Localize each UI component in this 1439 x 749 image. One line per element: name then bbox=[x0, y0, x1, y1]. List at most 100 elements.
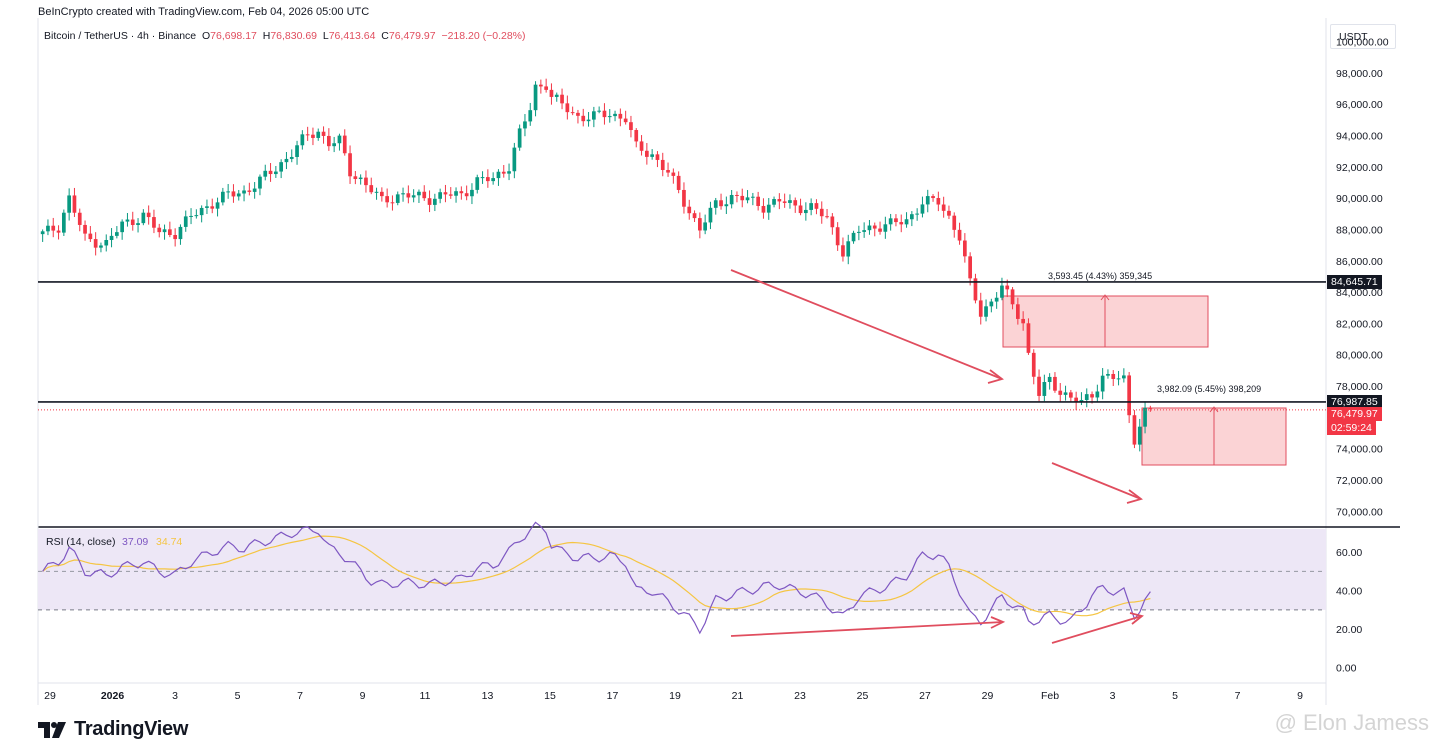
candle-body bbox=[1127, 375, 1131, 416]
rsi-band bbox=[38, 529, 1326, 610]
rsi-divergence-arrowhead-1 bbox=[990, 616, 1006, 629]
candle-body bbox=[178, 226, 183, 240]
candle-body bbox=[777, 199, 782, 202]
rsi-divergence-arrowhead-2 bbox=[1129, 612, 1144, 625]
candle-body bbox=[523, 121, 527, 129]
rsi-divergence-arrow-2[interactable] bbox=[1051, 615, 1143, 644]
open-value: 76,698.17 bbox=[210, 30, 257, 42]
candle-body bbox=[735, 194, 739, 196]
time-tick-label: 29 bbox=[982, 690, 994, 702]
candle-body bbox=[941, 204, 946, 211]
candle-body bbox=[77, 212, 82, 225]
rsi-divergence-arrow-1[interactable] bbox=[730, 621, 1004, 637]
candle-body bbox=[279, 162, 283, 172]
candle-body bbox=[798, 205, 803, 214]
candle-body bbox=[809, 203, 813, 210]
candle-body bbox=[899, 222, 904, 225]
candle-body bbox=[1021, 318, 1025, 324]
candle-body bbox=[332, 143, 336, 147]
candle-body bbox=[576, 112, 580, 116]
open-label: O bbox=[201, 30, 211, 42]
time-tick-label: 11 bbox=[420, 690, 431, 702]
candle-body bbox=[729, 194, 734, 205]
time-tick-label: 27 bbox=[919, 690, 931, 702]
rsi-tick-label: 0.00 bbox=[1336, 663, 1357, 675]
rsi-label: RSI (14, close) bbox=[46, 536, 115, 548]
candle-body bbox=[602, 110, 607, 118]
low-label: L bbox=[322, 30, 329, 42]
candle-body bbox=[560, 94, 564, 104]
candle-body bbox=[904, 219, 909, 225]
candle-body bbox=[56, 230, 61, 233]
candle-body bbox=[544, 86, 548, 90]
candle-body bbox=[1000, 285, 1004, 298]
candle-body bbox=[507, 171, 511, 174]
candle-body bbox=[385, 196, 389, 203]
candle-body bbox=[756, 196, 760, 206]
candle-body bbox=[528, 110, 533, 122]
candle-body bbox=[289, 156, 294, 159]
candle-body bbox=[925, 196, 930, 205]
candle-body bbox=[1010, 289, 1015, 305]
candle-body bbox=[782, 201, 787, 203]
candle-body bbox=[51, 225, 56, 231]
candle-body bbox=[994, 297, 999, 302]
candle-body bbox=[660, 159, 665, 171]
price-tick-label: 70,000.00 bbox=[1336, 506, 1383, 518]
time-tick-label: 9 bbox=[1297, 690, 1303, 702]
candle-body bbox=[597, 110, 601, 112]
candle-body bbox=[433, 198, 437, 205]
candle-body bbox=[205, 206, 209, 208]
candle-body bbox=[268, 170, 273, 175]
time-tick-label: 5 bbox=[235, 690, 241, 702]
trend-arrow-lower[interactable] bbox=[1051, 462, 1142, 500]
currency-button[interactable]: USDT bbox=[1330, 24, 1396, 49]
candle-body bbox=[284, 158, 289, 163]
candle-body bbox=[857, 231, 861, 233]
candle-body bbox=[878, 228, 882, 232]
time-tick-label: 3 bbox=[1110, 690, 1116, 702]
candle-body bbox=[1031, 352, 1036, 377]
candle-body bbox=[1005, 285, 1010, 290]
candle-body bbox=[464, 193, 469, 197]
candle-body bbox=[486, 177, 490, 182]
candle-body bbox=[321, 131, 326, 136]
time-tick-label: 2026 bbox=[101, 690, 125, 702]
tradingview-logo[interactable]: TradingView bbox=[38, 718, 188, 741]
candlestick-series bbox=[40, 78, 1153, 452]
close-label: C bbox=[381, 30, 389, 42]
candle-body bbox=[931, 196, 935, 199]
candle-body bbox=[327, 135, 331, 147]
candle-body bbox=[258, 176, 262, 189]
candle-body bbox=[751, 196, 755, 198]
candle-body bbox=[311, 134, 315, 138]
candle-body bbox=[835, 227, 840, 246]
candle-body bbox=[517, 128, 522, 148]
candle-body bbox=[305, 134, 310, 136]
candle-body bbox=[88, 233, 93, 240]
candle-body bbox=[984, 306, 988, 317]
candle-body bbox=[1122, 375, 1126, 379]
candle-body bbox=[316, 131, 321, 138]
candle-body bbox=[639, 141, 644, 151]
candle-body bbox=[830, 216, 835, 228]
candle-body bbox=[406, 193, 411, 198]
candle-body bbox=[570, 112, 575, 114]
candle-body bbox=[353, 176, 358, 180]
candle-body bbox=[549, 89, 554, 97]
candle-body bbox=[364, 177, 368, 186]
candle-body bbox=[1132, 415, 1137, 445]
price-tick-label: 80,000.00 bbox=[1336, 350, 1383, 362]
candle-body bbox=[93, 239, 98, 248]
annotation-arrows[interactable] bbox=[730, 269, 1144, 644]
trend-arrow-main[interactable] bbox=[730, 269, 1003, 380]
candle-body bbox=[475, 177, 480, 190]
candle-body bbox=[348, 153, 352, 177]
trend-arrowhead-main bbox=[987, 369, 1004, 384]
candle-body bbox=[772, 199, 776, 205]
candle-body bbox=[698, 218, 702, 231]
candle-body bbox=[968, 256, 972, 279]
candle-body bbox=[242, 190, 246, 194]
symbol-name[interactable]: Bitcoin / TetherUS · 4h · Binance bbox=[44, 30, 197, 42]
